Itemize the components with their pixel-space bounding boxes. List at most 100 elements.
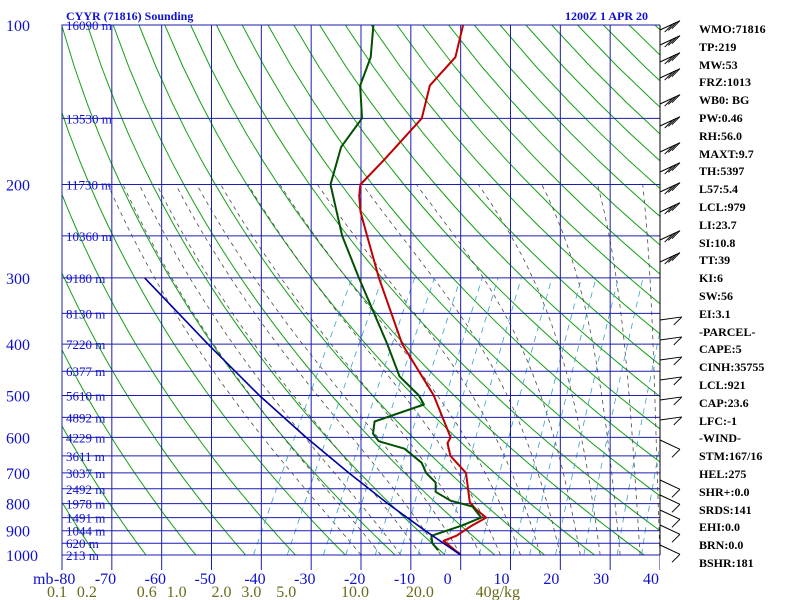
height-label: 6377 m (66, 364, 105, 379)
wind-barb-feather (671, 553, 681, 563)
pressure-tick-label: 1000 (6, 548, 38, 565)
wind-barb-feather (667, 118, 677, 127)
wind-barb-staff (659, 94, 681, 105)
plot-frame (61, 24, 660, 556)
wind-barb-feather (673, 416, 683, 426)
wind-barb-staff (659, 509, 681, 520)
moist-adiabat-line (138, 184, 402, 555)
moist-adiabat-line (175, 184, 442, 555)
moist-adiabat-line (279, 184, 521, 555)
dry-adiabat-line (499, 25, 660, 190)
wind-barb-staff (659, 356, 682, 361)
wind-barb-feather (664, 255, 674, 265)
wind-barb-feather (667, 144, 677, 153)
wind-barb-feather (673, 396, 683, 406)
wind-barb-staff (659, 182, 681, 193)
temperature-tick-label: -40 (244, 571, 265, 588)
height-label: 9180 m (66, 271, 105, 286)
wind-barb-staff (659, 336, 682, 341)
wind-barb-feather (671, 202, 681, 212)
moist-adiabat-line (196, 184, 462, 555)
mixing-ratio-line (583, 277, 644, 555)
pressure-tick-label: 700 (6, 466, 30, 483)
wind-barb-feather (664, 38, 674, 48)
index-row: MW:53 (699, 57, 738, 72)
height-label: 3037 m (66, 466, 105, 481)
mixing-ratio-label: 20.0 (406, 584, 434, 600)
wind-barb-feather (664, 23, 674, 33)
stability-indices-panel: WMO:71816 TP:219 MW:53 FRZ:1013 WB0: BG PW:0.… (699, 21, 799, 573)
wind-barb-feather (671, 252, 681, 262)
wind-barb-staff (659, 162, 681, 173)
pressure-tick-label: 400 (6, 337, 30, 354)
index-row: -PARCEL- (699, 324, 756, 339)
wind-barb-feather (671, 35, 681, 45)
pressure-tick-label: 900 (6, 524, 30, 541)
height-label: 1491 m (66, 511, 105, 526)
temperature-tick-label: -50 (195, 571, 216, 588)
height-label: 11730 m (66, 178, 111, 193)
mixing-ratio-label: 0.6 (137, 584, 157, 600)
skewt-chart: 16090 m 13530 m 11730 m 10360 m 9180 m 8130 m… (6, 9, 660, 600)
index-row: WMO:71816 (699, 22, 766, 36)
mixing-ratio-label: 0.1 (47, 584, 67, 600)
wind-barb-feather (673, 336, 683, 346)
wind-barb-staff (659, 416, 682, 421)
wind-barb-staff (659, 20, 681, 31)
wind-barb-feather (671, 488, 681, 498)
dewpoint-line (329, 25, 483, 551)
dry-adiabat-line (112, 25, 496, 555)
pressure-tick-label: 600 (6, 430, 30, 447)
mixing-ratio-labels: 0.1 0.2 0.6 1.0 2.0 3.0 5.0 10.0 20.0 40g/kg (47, 584, 520, 600)
dry-adiabat-line (396, 25, 660, 305)
index-row: STM:167/16 (699, 449, 763, 464)
index-row: L57:5.4 (699, 182, 738, 197)
mixing-ratio-line (253, 277, 353, 555)
wind-barb-feather (673, 356, 683, 366)
height-label: 4229 m (66, 430, 105, 445)
height-label: 5610 m (66, 388, 105, 403)
wind-barb-feather (671, 230, 681, 240)
index-row: BSHR:181 (699, 555, 754, 570)
index-row: -WIND- (699, 431, 741, 446)
index-row: MAXT:9.7 (699, 146, 754, 161)
wind-barb-feather (671, 448, 681, 458)
wind-barb-feather (667, 254, 677, 263)
pressure-tick-label: 200 (6, 178, 30, 195)
temperature-tick-label: 10 (494, 571, 510, 588)
wind-barb-staff (659, 252, 681, 263)
wind-barb-staff (659, 544, 681, 555)
index-row: RH:56.0 (699, 128, 742, 143)
wind-barb-feather (664, 55, 674, 65)
height-label: 13530 m (66, 111, 112, 126)
index-row: TH:5397 (699, 164, 745, 179)
wind-barb-feather (673, 376, 683, 386)
wind-barb-feather (671, 68, 681, 78)
mixing-ratio-label: 1.0 (167, 584, 187, 600)
wind-barb-staff (659, 52, 681, 63)
chart-time: 1200Z 1 APR 20 (565, 9, 648, 23)
temperature-tick-label: -20 (344, 571, 365, 588)
wind-barb-feather (671, 116, 681, 126)
dry-adiabat-line (138, 25, 545, 555)
wind-barb-feather (671, 52, 681, 62)
wind-barb-feather (664, 119, 674, 129)
temperature-tick-label: -60 (145, 571, 166, 588)
mixing-ratio-line (529, 277, 597, 555)
sounding-series (144, 25, 488, 555)
dry-adiabat-line (293, 25, 660, 430)
temperature-tick-label: -70 (95, 571, 116, 588)
dry-adiabat-line (525, 25, 660, 162)
dry-adiabat-line (577, 25, 660, 108)
height-label: 3611 m (66, 449, 105, 464)
pressure-tick-label: 100 (6, 18, 30, 35)
wind-barb-staff (659, 35, 681, 46)
dry-adiabat-line (319, 25, 660, 398)
wind-barb-feather (667, 37, 677, 46)
moist-adiabat-line (541, 184, 621, 555)
mixing-ratio-label: 2.0 (211, 584, 231, 600)
mixing-ratio-label: 5.0 (276, 584, 296, 600)
dry-adiabat-line (62, 193, 296, 555)
wind-barb-feather (671, 94, 681, 104)
index-row: CAP:23.6 (699, 395, 749, 410)
